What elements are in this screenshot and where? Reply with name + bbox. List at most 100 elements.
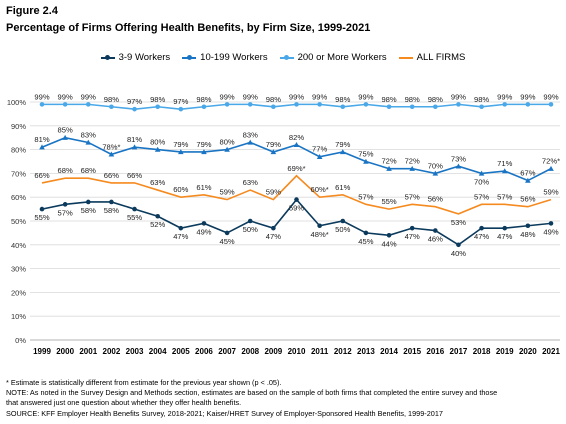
x-tick-label: 2003 [126,347,144,356]
data-label: 79% [335,140,350,149]
note-source: SOURCE: KFF Employer Health Benefits Sur… [6,408,443,418]
data-point [317,102,322,107]
data-label: 61% [196,183,211,192]
x-tick-label: 1999 [33,347,51,356]
x-tick-label: 2012 [334,347,352,356]
data-label: 66% [104,171,119,180]
data-label: 66% [127,171,142,180]
data-label: 45% [219,237,234,246]
legend-item-10-199-workers: 10-199 Workers [182,52,268,63]
x-tick-label: 2019 [496,347,514,356]
series-line [41,174,552,215]
data-label: 40% [451,249,466,258]
data-point [155,213,160,219]
data-point [386,104,392,110]
data-label: 98% [405,95,420,104]
data-point [294,102,299,107]
data-label: 98% [474,95,489,104]
legend-label-200-or-more-workers: 200 or More Workers [297,52,387,63]
legend-marker-200-or-more-workers [279,54,294,62]
data-label: 99% [34,92,49,101]
y-tick-label: 20% [11,288,26,297]
data-label: 52% [150,220,165,229]
data-point [224,102,230,107]
data-point [478,170,485,176]
data-label: 47% [474,232,489,241]
data-point [62,134,68,140]
data-point [85,139,92,145]
data-point [39,144,45,150]
data-point [132,106,137,112]
data-point [224,230,230,236]
data-point [340,218,346,224]
data-label: 79% [196,140,211,149]
data-point [155,104,160,110]
data-label: 85% [58,126,73,135]
data-label: 70% [474,177,489,186]
data-label: 80% [219,138,234,147]
y-tick-label: 80% [11,146,26,155]
data-label: 47% [173,232,188,241]
data-point [178,106,184,112]
data-point [316,153,323,159]
data-label: 98% [104,95,119,104]
data-label: 68% [58,166,73,175]
data-label: 45% [358,237,373,246]
data-point [548,102,554,107]
data-label: 59% [543,188,558,197]
data-point [501,168,508,174]
data-point [502,225,508,231]
chart-notes: * Estimate is statistically different fr… [6,378,562,419]
data-point [455,163,462,169]
data-label: 81% [34,135,49,144]
data-label: 99% [312,92,327,101]
data-point [39,206,45,212]
x-tick-label: 2004 [149,347,167,356]
x-tick-label: 2006 [195,347,213,356]
x-tick-label: 2005 [172,347,190,356]
data-point [363,102,369,107]
data-label: 97% [173,97,188,106]
y-tick-label: 70% [11,169,26,178]
legend-marker-all-firms [398,54,413,62]
data-point [525,102,531,107]
y-tick-label: 50% [11,217,26,226]
x-tick-label: 2007 [218,347,236,356]
x-tick-label: 2008 [241,347,259,356]
data-label: 68% [81,166,96,175]
data-point [479,104,484,110]
data-label: 98% [196,95,211,104]
data-label: 48% [520,230,535,239]
data-point [409,104,415,110]
data-label: 57% [58,208,73,217]
data-label: 99% [289,92,304,101]
data-label: 79% [173,140,188,149]
y-tick-label: 90% [11,122,26,131]
data-point [386,165,392,171]
note-methods-line-1: NOTE: As noted in the Survey Design and … [6,388,498,398]
data-point [432,170,439,176]
legend-item-all-firms: ALL FIRMS [398,52,465,63]
data-label: 53% [451,218,466,227]
data-label: 47% [266,232,281,241]
data-label: 57% [358,192,373,201]
data-point [247,218,253,224]
data-point [224,146,230,152]
data-point [271,225,276,231]
data-label: 99% [58,92,73,101]
data-point [294,197,299,202]
data-label: 59% [266,188,281,197]
data-point [340,104,346,110]
chart-legend: 3-9 Workers 10-199 Workers 200 or More W… [0,52,566,63]
data-label: 60% [173,185,188,194]
data-label: 71% [497,159,512,168]
x-tick-label: 2016 [426,347,444,356]
x-tick-label: 2002 [103,347,121,356]
data-label: 98% [335,95,350,104]
data-point [456,242,461,248]
data-label: 99% [520,92,535,101]
y-tick-label: 30% [11,265,26,274]
data-label: 82% [289,133,304,142]
data-point [293,142,300,148]
data-point [39,102,45,107]
